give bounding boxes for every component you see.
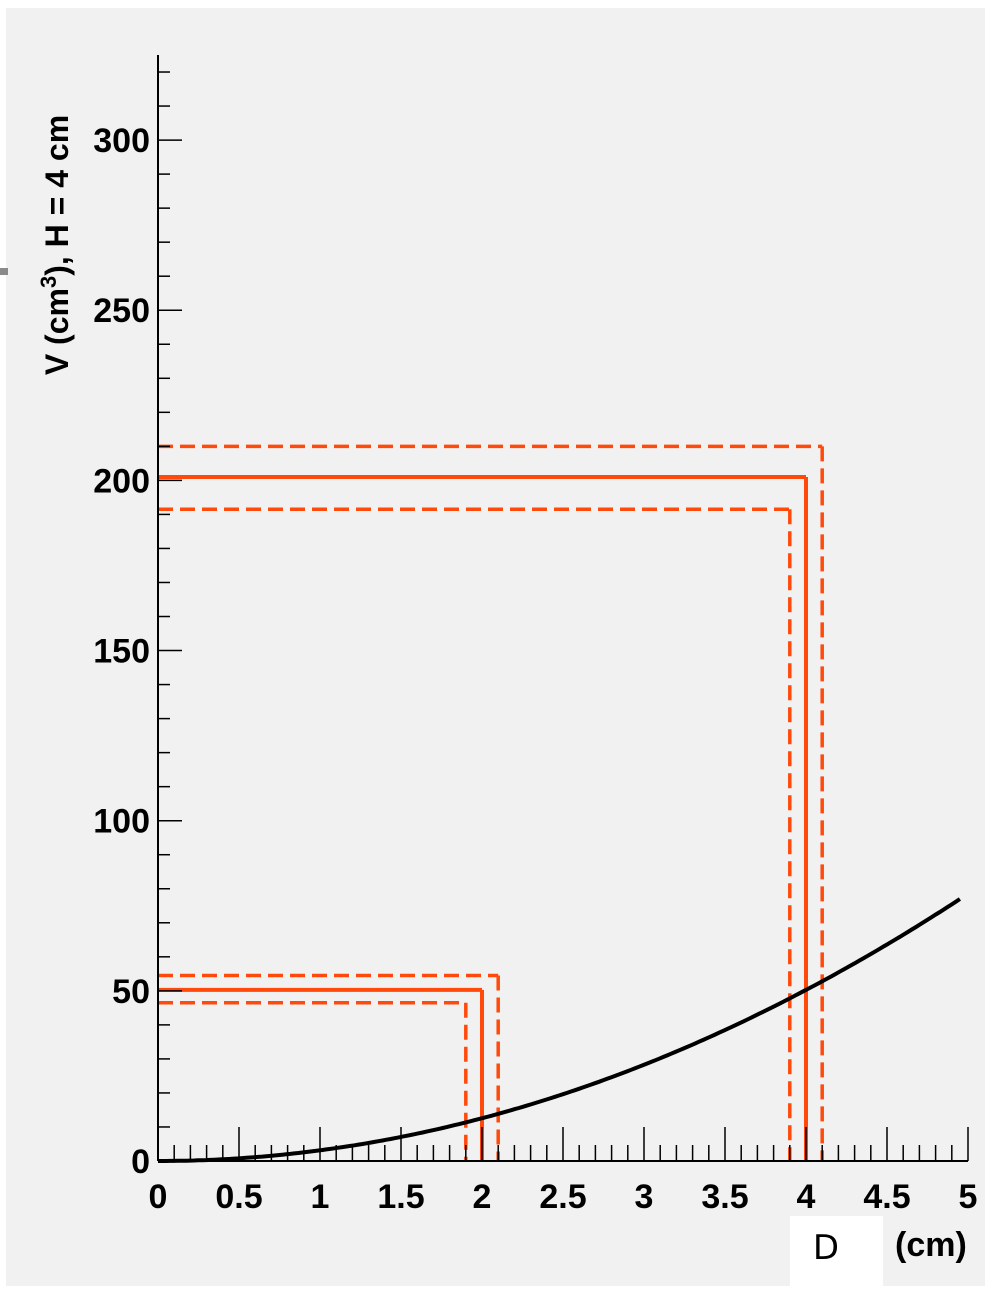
x-tick-label: 2	[473, 1178, 492, 1216]
y-tick-label: 200	[93, 462, 150, 500]
x-axis-unit: (cm)	[895, 1226, 967, 1264]
x-axis-label: D	[812, 1228, 840, 1268]
x-tick-label: 3.5	[701, 1178, 748, 1216]
y-tick-label: 300	[93, 122, 150, 160]
x-tick-label: 4	[797, 1178, 816, 1216]
y-tick-label: 250	[93, 292, 150, 330]
y-axis-label: V (cm3), H = 4 cm	[36, 115, 75, 375]
y-ticks	[158, 71, 182, 1162]
y-tick-label: 100	[93, 803, 150, 841]
x-tick-label: 1.5	[377, 1178, 424, 1216]
x-tick-label: 3	[635, 1178, 654, 1216]
x-axis-label-box	[790, 1216, 883, 1294]
x-ticks	[157, 1127, 969, 1161]
x-tick-label: 1	[311, 1178, 330, 1216]
axes	[157, 55, 968, 1162]
y-tick-labels: 0 50 100 150 200 250 300	[93, 122, 150, 1181]
volume-curve	[158, 897, 962, 1163]
x-tick-label: 0.5	[215, 1178, 262, 1216]
reference-lines	[158, 444, 824, 1161]
x-tick-label: 2.5	[539, 1178, 586, 1216]
x-tick-label: 0	[149, 1178, 168, 1216]
y-tick-label: 150	[93, 633, 150, 671]
corner-marker	[0, 268, 8, 275]
y-tick-label: 0	[131, 1143, 150, 1181]
x-tick-labels: 0 0.5 1 1.5 2 2.5 3 3.5 4 4.5 5	[149, 1178, 978, 1216]
y-tick-label: 50	[112, 973, 150, 1011]
x-tick-label: 5	[959, 1178, 978, 1216]
x-tick-label: 4.5	[863, 1178, 910, 1216]
